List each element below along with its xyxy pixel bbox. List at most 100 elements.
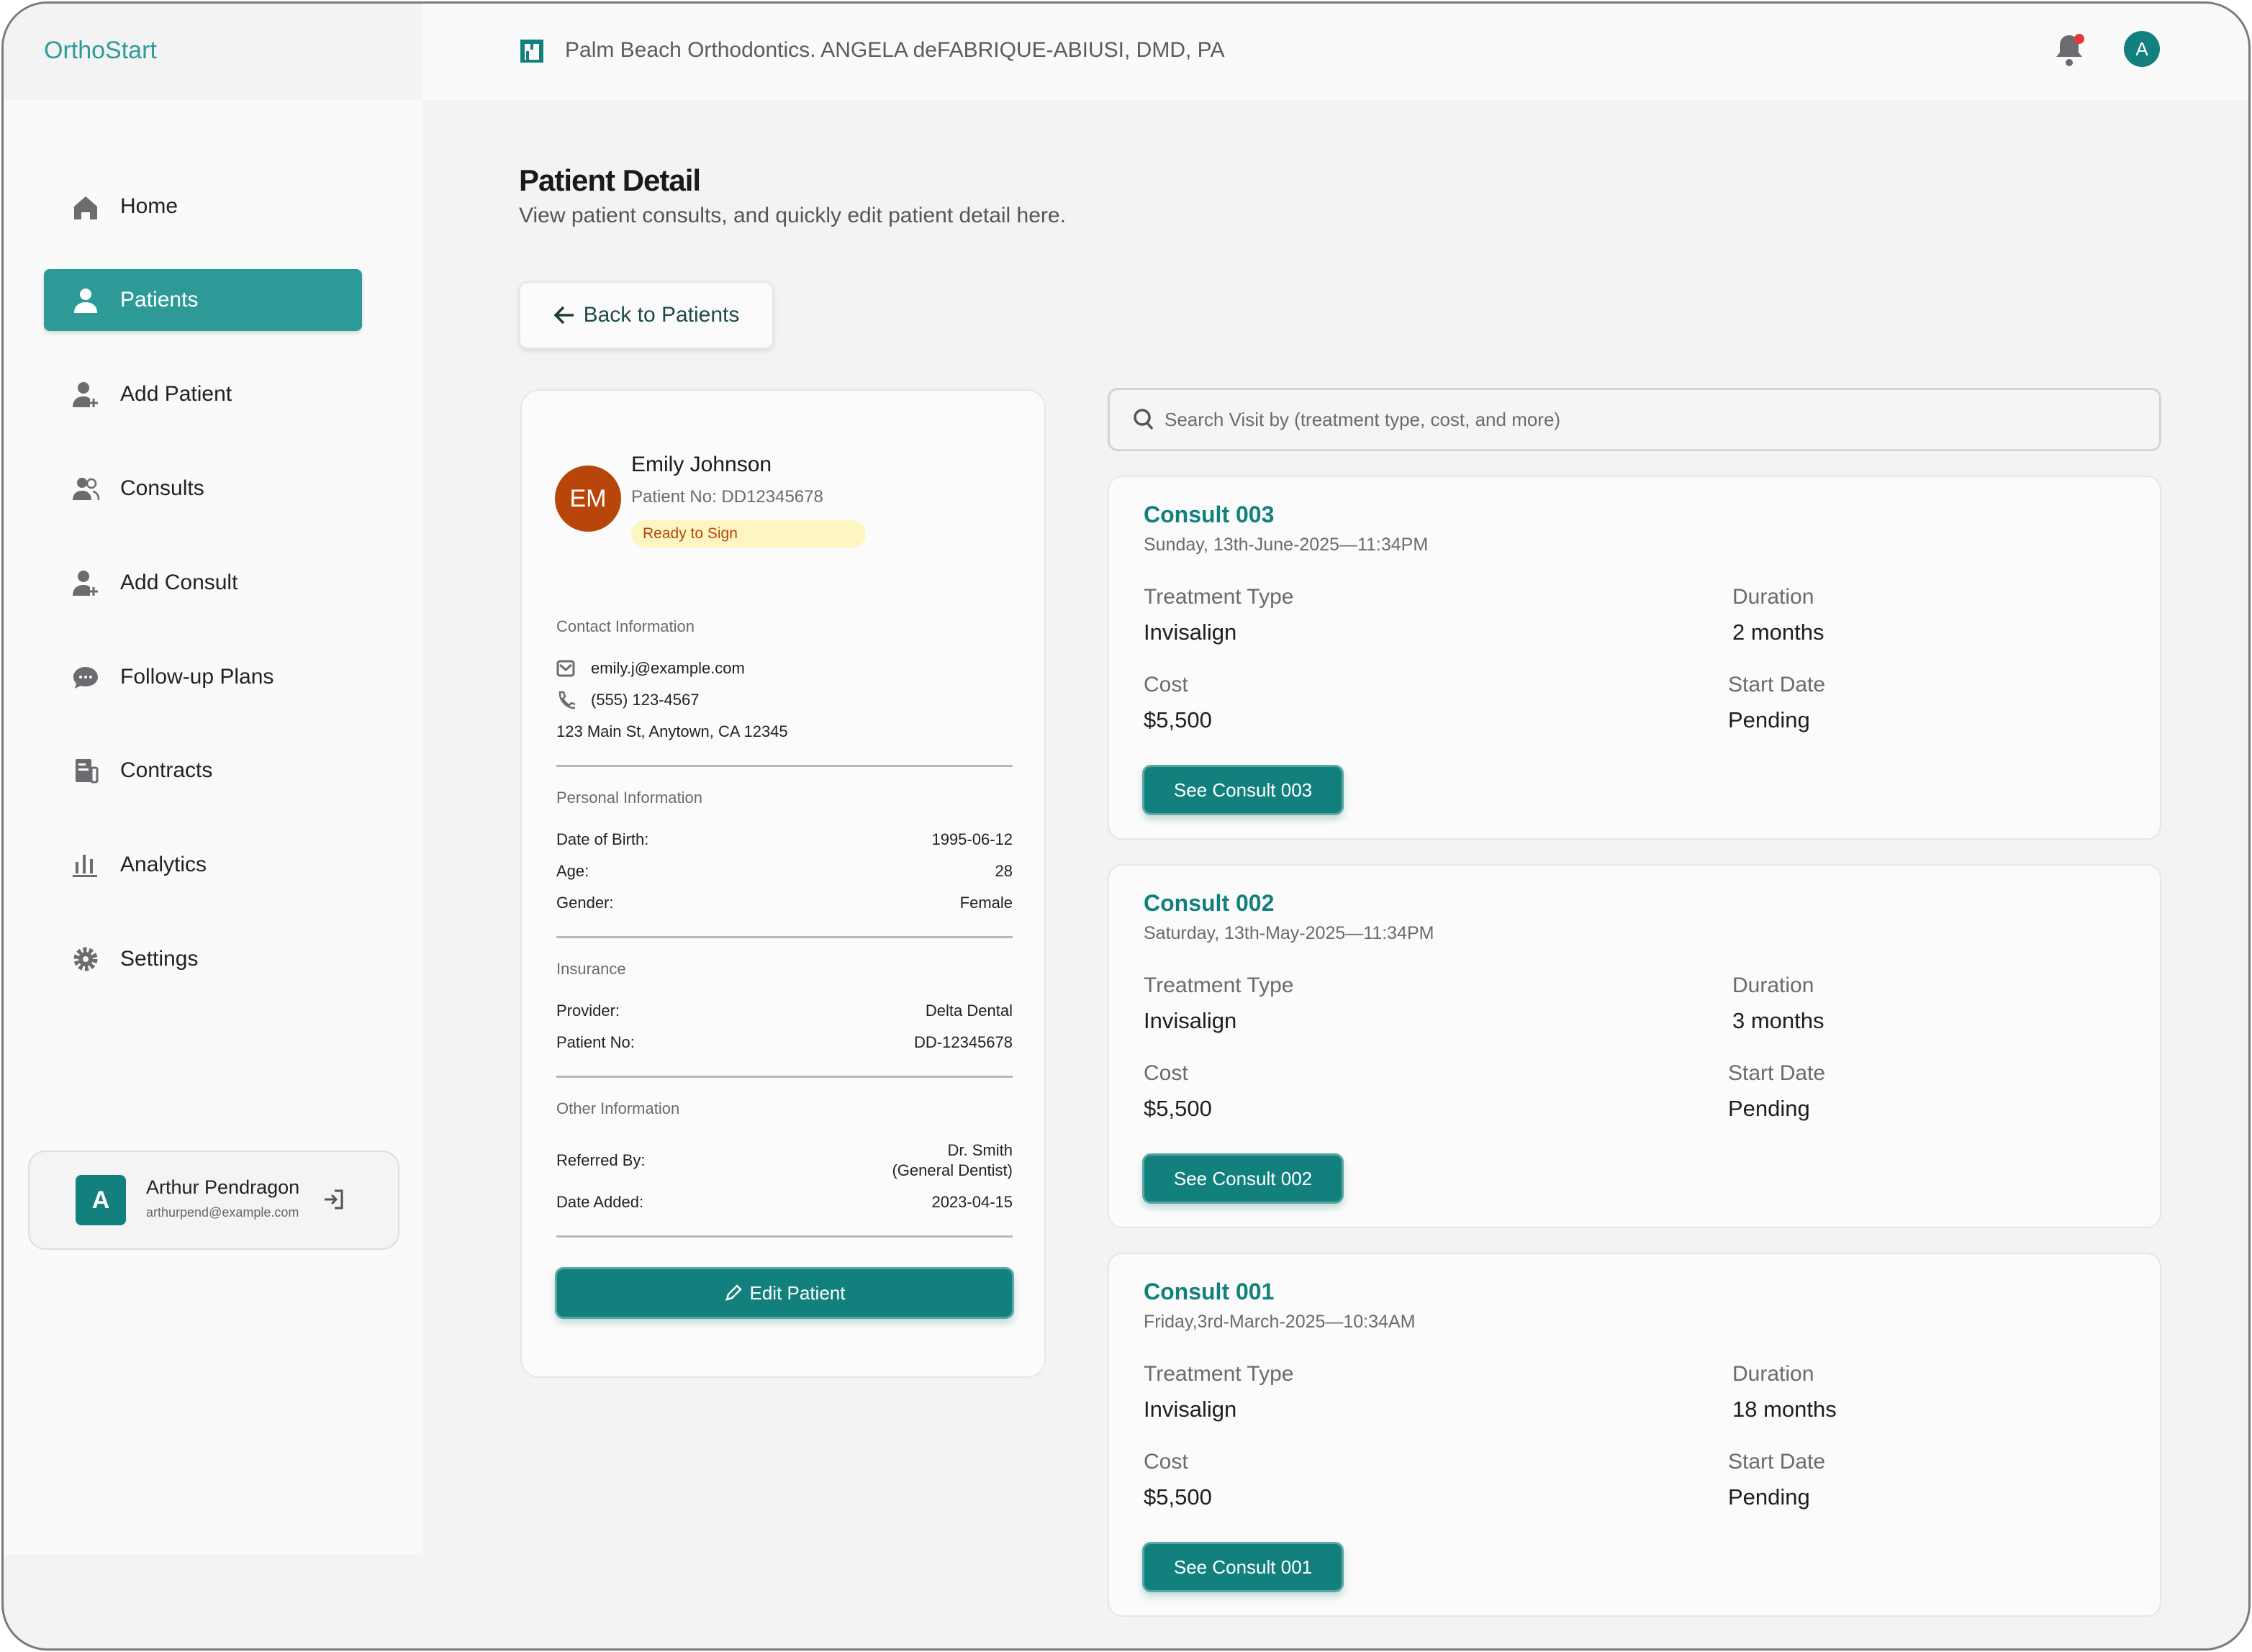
user-card: A Arthur Pendragon arthurpend@example.co…	[28, 1150, 399, 1250]
bar-chart-icon	[68, 850, 103, 879]
phone-icon	[559, 691, 575, 709]
user-avatar: A	[76, 1175, 126, 1225]
duration-value: 18 months	[1732, 1397, 1837, 1422]
gear-icon	[68, 945, 103, 974]
personal-heading: Personal Information	[556, 789, 702, 807]
sidebar-item-settings[interactable]: Settings	[44, 928, 362, 990]
sidebar-item-patients[interactable]: Patients	[44, 269, 362, 331]
divider	[556, 765, 1013, 767]
sidebar-item-label: Home	[120, 194, 178, 218]
divider	[556, 1076, 1013, 1078]
users-icon	[68, 474, 103, 503]
start-date-value: Pending	[1728, 1096, 1810, 1121]
see-consult-button[interactable]: See Consult 001	[1142, 1542, 1344, 1592]
sidebar-item-label: Follow-up Plans	[120, 665, 274, 689]
page-subtitle: View patient consults, and quickly edit …	[519, 204, 1066, 227]
back-to-patients-button[interactable]: Back to Patients	[519, 281, 774, 349]
age-label: Age:	[556, 862, 589, 880]
arrow-left-icon	[553, 306, 574, 324]
consult-date: Sunday, 13th-June-2025—11:34PM	[1144, 535, 1429, 555]
start-date-label: Start Date	[1728, 1061, 1826, 1085]
dob-label: Date of Birth:	[556, 830, 649, 848]
treatment-label: Treatment Type	[1144, 1362, 1294, 1386]
patient-phone: (555) 123-4567	[591, 691, 700, 709]
user-name: Arthur Pendragon	[146, 1176, 300, 1198]
sidebar-item-label: Patients	[120, 288, 199, 312]
logo[interactable]: OrthoStart	[44, 37, 157, 64]
sidebar-item-label: Contracts	[120, 758, 213, 782]
consult-date: Friday,3rd-March-2025—10:34AM	[1144, 1312, 1416, 1332]
sidebar-item-home[interactable]: Home	[44, 176, 362, 237]
user-plus-icon	[68, 380, 103, 409]
sidebar	[4, 100, 422, 1555]
bell-icon[interactable]	[2053, 32, 2085, 67]
sidebar-item-label: Consults	[120, 476, 204, 500]
insurance-no-label: Patient No:	[556, 1033, 635, 1051]
date-added-label: Date Added:	[556, 1193, 644, 1211]
treatment-label: Treatment Type	[1144, 585, 1294, 609]
sidebar-item-contracts[interactable]: Contracts	[44, 740, 362, 802]
consult-card: Consult 002 Saturday, 13th-May-2025—11:34…	[1108, 864, 2161, 1228]
logout-icon[interactable]	[323, 1188, 345, 1211]
contact-heading: Contact Information	[556, 617, 695, 635]
gender-row: Gender: Female	[556, 894, 1013, 912]
patient-card	[520, 389, 1046, 1378]
sidebar-item-consults[interactable]: Consults	[44, 458, 362, 519]
edit-patient-label: Edit Patient	[749, 1281, 846, 1304]
cost-label: Cost	[1144, 1450, 1188, 1474]
age-row: Age: 28	[556, 862, 1013, 881]
patient-avatar: EM	[555, 466, 621, 532]
search-visit-input[interactable]: Search Visit by (treatment type, cost, a…	[1108, 388, 2161, 451]
consult-card: Consult 003 Sunday, 13th-June-2025—11:34P…	[1108, 476, 2161, 840]
duration-label: Duration	[1732, 974, 1814, 997]
consult-card: Consult 001 Friday,3rd-March-2025—10:34AM…	[1108, 1253, 2161, 1617]
insurance-heading: Insurance	[556, 960, 626, 978]
sidebar-item-label: Analytics	[120, 853, 207, 876]
chat-icon	[68, 663, 103, 691]
header-avatar[interactable]: A	[2124, 31, 2160, 67]
patient-email: emily.j@example.com	[591, 659, 745, 677]
start-date-value: Pending	[1728, 707, 1810, 732]
cost-label: Cost	[1144, 1061, 1188, 1085]
cost-value: $5,500	[1144, 707, 1212, 732]
mail-icon	[556, 660, 575, 677]
referred-name: Dr. Smith	[947, 1141, 1013, 1159]
duration-value: 2 months	[1732, 620, 1824, 645]
sidebar-item-add-consult[interactable]: Add Consult	[44, 552, 362, 614]
date-added-value: 2023-04-15	[931, 1193, 1013, 1211]
sidebar-item-label: Settings	[120, 947, 199, 971]
sidebar-item-add-patient[interactable]: Add Patient	[44, 363, 362, 425]
contract-icon	[68, 756, 103, 785]
consult-title[interactable]: Consult 002	[1144, 890, 1275, 916]
user-icon	[68, 286, 103, 314]
edit-patient-button[interactable]: Edit Patient	[555, 1267, 1014, 1319]
start-date-value: Pending	[1728, 1484, 1810, 1510]
gender-value: Female	[959, 894, 1013, 912]
sidebar-item-follow-up-plans[interactable]: Follow-up Plans	[44, 646, 362, 708]
referred-label: Referred By:	[556, 1151, 646, 1169]
provider-row: Provider: Delta Dental	[556, 1002, 1013, 1020]
sidebar-item-label: Add Consult	[120, 571, 238, 594]
start-date-label: Start Date	[1728, 1450, 1826, 1474]
see-consult-button[interactable]: See Consult 002	[1142, 1153, 1344, 1204]
search-icon	[1134, 409, 1154, 430]
cost-value: $5,500	[1144, 1096, 1212, 1121]
clinic-icon	[520, 40, 543, 63]
search-placeholder: Search Visit by (treatment type, cost, a…	[1165, 408, 1561, 430]
consult-title[interactable]: Consult 001	[1144, 1279, 1275, 1304]
dob-value: 1995-06-12	[931, 830, 1013, 848]
age-value: 28	[995, 862, 1013, 880]
referred-value: Dr. Smith (General Dentist)	[892, 1140, 1013, 1181]
consult-title[interactable]: Consult 003	[1144, 502, 1275, 527]
referred-row: Referred By: Dr. Smith (General Dentist)	[556, 1140, 1013, 1181]
treatment-value: Invisalign	[1144, 620, 1237, 645]
cost-label: Cost	[1144, 673, 1188, 696]
sidebar-item-analytics[interactable]: Analytics	[44, 834, 362, 896]
start-date-label: Start Date	[1728, 673, 1826, 696]
other-heading: Other Information	[556, 1099, 680, 1117]
referred-role: (General Dentist)	[892, 1161, 1013, 1179]
treatment-value: Invisalign	[1144, 1397, 1237, 1422]
home-icon	[68, 192, 103, 221]
see-consult-button[interactable]: See Consult 003	[1142, 765, 1344, 815]
page-title: Patient Detail	[519, 163, 701, 197]
